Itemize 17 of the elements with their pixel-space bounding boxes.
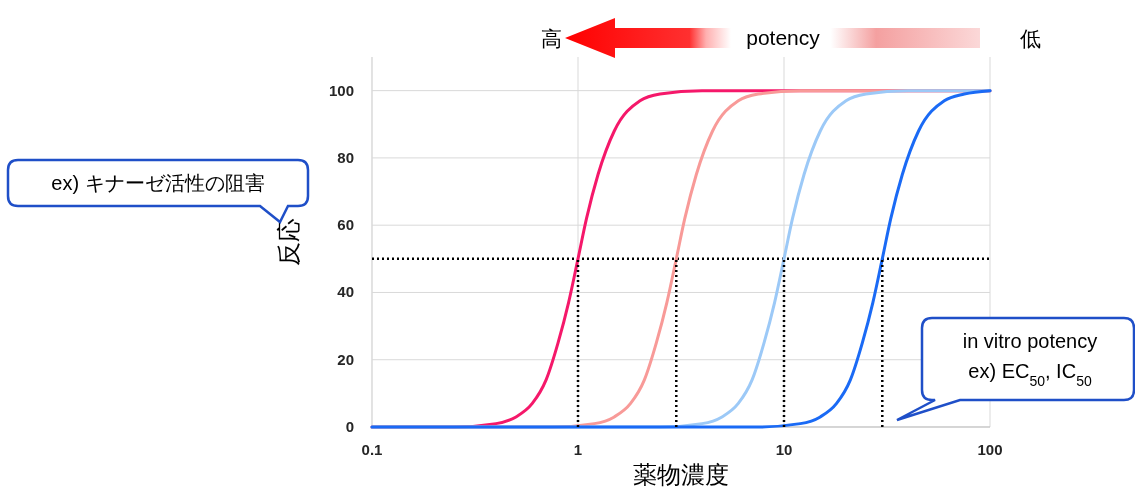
x-tick-label: 100: [977, 441, 1003, 458]
x-axis-title: 薬物濃度: [633, 461, 729, 488]
y-axis-title: 反応: [275, 218, 302, 266]
y-tick-label: 40: [337, 283, 354, 301]
text: 高: [540, 27, 562, 50]
annotation: in vitro potency ex) EC$_{50}$, IC$_{50}$: [962, 330, 1098, 389]
text: ex) キナーゼ活性の阻害: [51, 172, 265, 194]
text: potency: [746, 26, 821, 49]
y-tick-label: 60: [337, 216, 354, 234]
x-tick-label: 1: [573, 441, 583, 458]
x-tick-label: 0.1: [361, 441, 383, 458]
x-tick-label: 10: [775, 441, 793, 458]
y-tick-label: 100: [328, 81, 354, 99]
text: 低: [1019, 27, 1041, 50]
y-tick-label: 20: [337, 350, 354, 368]
y-tick-label: 80: [337, 148, 354, 166]
y-tick-label: 0: [345, 418, 354, 435]
